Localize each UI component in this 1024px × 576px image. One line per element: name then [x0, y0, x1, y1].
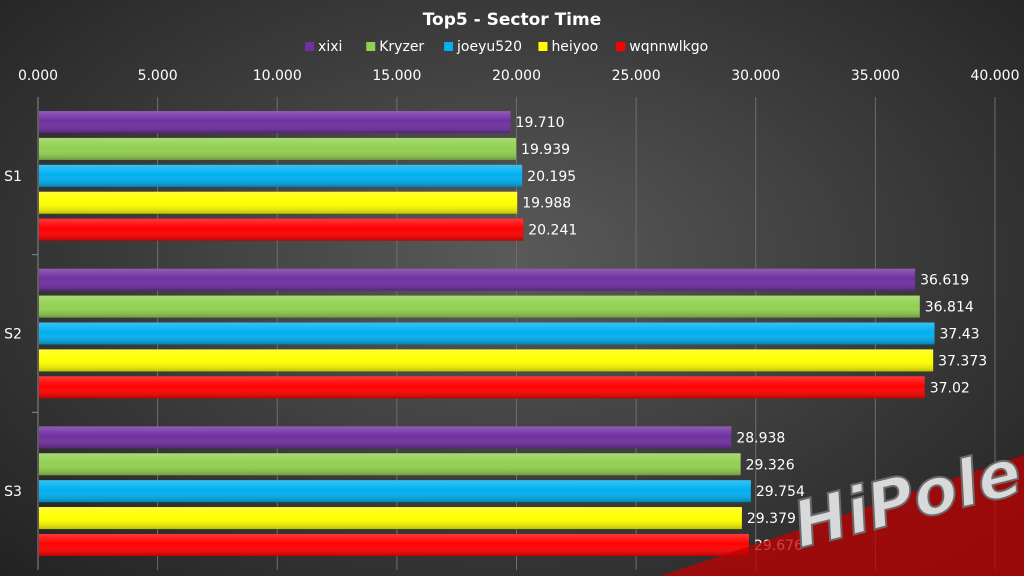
legend-swatch-wqnnwlkgo [616, 42, 626, 51]
legend-label-joeyu520: joeyu520 [456, 39, 522, 55]
x-tick-label: 35.000 [851, 68, 900, 84]
bar-s1-wqnnwlkgo-shade [39, 218, 524, 241]
x-tick-label: 5.000 [138, 68, 178, 84]
bar-s2-joeyu520-shade [39, 322, 935, 345]
data-label-s1-wqnnwlkgo: 20.241 [528, 223, 577, 239]
x-tick-label: 10.000 [253, 68, 302, 84]
bar-s1-joeyu520-shade [39, 164, 523, 187]
data-label-s3-xixi: 28.938 [736, 430, 785, 446]
data-label-s2-heiyoo: 37.373 [938, 353, 987, 369]
category-label-s1: S1 [4, 169, 22, 185]
bar-s1-xixi-shade [39, 111, 511, 134]
legend-swatch-heiyoo [538, 42, 548, 51]
x-tick-label: 20.000 [492, 68, 541, 84]
bar-s3-xixi-shade [39, 426, 732, 449]
x-tick-label: 40.000 [971, 68, 1020, 84]
legend: xixi Kryzer joeyu520 heiyoo wqnnwlkgo [305, 39, 708, 55]
x-tick-label: 30.000 [731, 68, 780, 84]
bar-s2-wqnnwlkgo-shade [39, 376, 925, 399]
bar-s3-joeyu520-shade [39, 480, 751, 503]
legend-label-wqnnwlkgo: wqnnwlkgo [629, 39, 708, 55]
data-label-s3-joeyu520: 29.754 [756, 484, 805, 500]
bar-s2-kryzer-shade [39, 295, 920, 318]
data-label-s2-wqnnwlkgo: 37.02 [930, 380, 970, 396]
legend-label-heiyoo: heiyoo [551, 39, 598, 55]
x-axis-ticks: 0.000 5.000 10.000 15.000 20.000 25.000 30.000… [18, 68, 1020, 84]
x-tick-label: 0.000 [18, 68, 58, 84]
data-label-s3-heiyoo: 29.379 [747, 511, 796, 527]
chart-title: Top5 - Sector Time [423, 10, 602, 30]
category-label-s2: S2 [4, 327, 22, 343]
bar-s2-xixi-shade [39, 268, 916, 291]
y-axis-categories: S1 S2 S3 [4, 169, 38, 500]
data-label-s1-kryzer: 19.939 [521, 142, 570, 158]
bars [39, 111, 935, 556]
data-label-s2-joeyu520: 37.43 [940, 327, 980, 343]
bar-s3-kryzer-shade [39, 453, 741, 476]
data-label-s3-kryzer: 29.326 [746, 457, 795, 473]
x-tick-label: 15.000 [372, 68, 421, 84]
legend-label-xixi: xixi [318, 39, 342, 55]
category-label-s3: S3 [4, 484, 22, 500]
data-labels: 19.710 19.939 20.195 19.988 20.241 36.619 36.8… [516, 115, 988, 554]
data-label-s1-joeyu520: 20.195 [527, 169, 576, 185]
bar-s2-heiyoo-shade [39, 349, 934, 372]
data-label-s2-kryzer: 36.814 [925, 300, 974, 316]
legend-swatch-joeyu520 [444, 42, 454, 51]
legend-swatch-kryzer [366, 42, 376, 51]
bar-s1-kryzer-shade [39, 137, 517, 160]
bar-s3-wqnnwlkgo-shade [39, 533, 749, 556]
legend-swatch-xixi [305, 42, 315, 51]
data-label-s1-heiyoo: 19.988 [522, 196, 571, 212]
x-tick-label: 25.000 [612, 68, 661, 84]
bar-s3-heiyoo-shade [39, 507, 742, 530]
bar-s1-heiyoo-shade [39, 191, 518, 214]
data-label-s2-xixi: 36.619 [920, 273, 969, 289]
data-label-s1-xixi: 19.710 [516, 115, 565, 131]
legend-label-kryzer: Kryzer [379, 39, 424, 55]
